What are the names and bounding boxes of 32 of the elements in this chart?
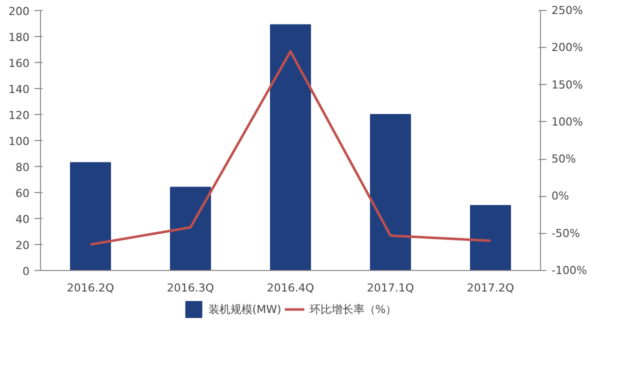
bar bbox=[470, 205, 511, 270]
y2-tick-label: -50% bbox=[552, 226, 580, 240]
y-tick-label: 80 bbox=[16, 161, 30, 174]
bar bbox=[170, 186, 211, 270]
y-tick-label: 180 bbox=[8, 31, 30, 44]
x-tick-label: 2016.2Q bbox=[66, 282, 114, 294]
legend-label: 环比增长率（%） bbox=[309, 302, 397, 316]
y-tick-label: 160 bbox=[8, 57, 30, 70]
y-tick-label: 120 bbox=[8, 109, 30, 122]
x-tick-label: 2016.4Q bbox=[266, 282, 314, 294]
y2-tick-label: 50% bbox=[552, 152, 576, 166]
y-tick-label: 20 bbox=[16, 239, 30, 252]
y2-tick-label: 0% bbox=[552, 190, 569, 203]
y-tick-label: 60 bbox=[16, 187, 30, 200]
y2-tick-label: 250% bbox=[552, 4, 583, 17]
y-tick-label: 0 bbox=[22, 265, 30, 278]
line-series bbox=[89, 50, 492, 246]
bar bbox=[70, 162, 111, 270]
bar bbox=[370, 114, 411, 270]
x-tick-label: 2017.2Q bbox=[466, 282, 514, 294]
x-tick-label: 2017.1Q bbox=[366, 282, 414, 294]
y2-tick-label: 100% bbox=[552, 115, 583, 128]
y-tick-label: 100 bbox=[8, 135, 30, 148]
y-tick-label: 200 bbox=[8, 5, 30, 18]
y2-tick-label: 150% bbox=[552, 78, 583, 92]
y2-tick-label: -100% bbox=[552, 264, 587, 277]
x-tick-label: 2016.3Q bbox=[166, 282, 214, 294]
bar bbox=[270, 24, 311, 270]
legend-label: 装机规模(MW) bbox=[208, 302, 282, 316]
y-tick-label: 40 bbox=[16, 213, 30, 226]
y-tick-label: 140 bbox=[8, 83, 30, 96]
y2-tick-label: 200% bbox=[552, 41, 583, 54]
